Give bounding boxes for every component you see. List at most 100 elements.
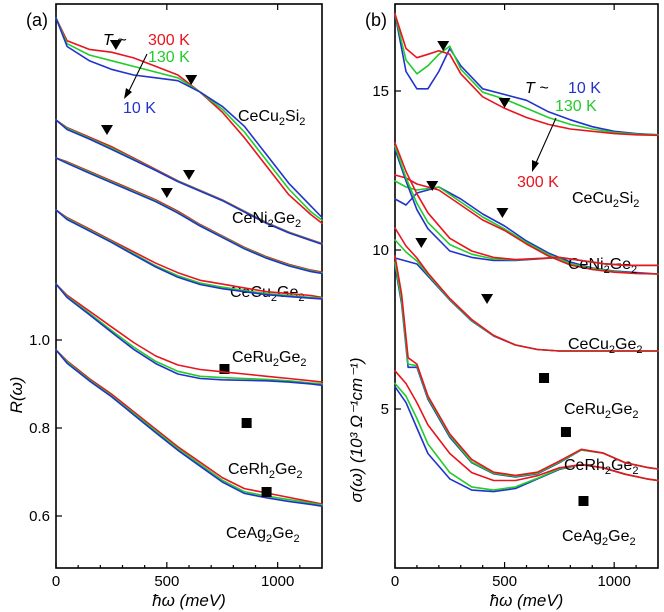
y-axis-label: σ(ω) (10³ Ω⁻¹cm⁻¹) — [347, 357, 366, 502]
series-line — [394, 174, 659, 275]
sample-label-part: CeNi — [568, 256, 604, 273]
y-tick-label: 0.6 — [29, 508, 50, 525]
sample-label-part: Si — [619, 190, 633, 207]
sample-group: CeRh2Ge2 — [55, 283, 323, 481]
x-tick-label: 0 — [391, 573, 399, 590]
sample-label: CeCu2Si2 — [572, 190, 639, 210]
sample-group: CeCu2Si2 — [394, 13, 659, 210]
sample-label-part: 2 — [279, 116, 285, 128]
sample-group: CeCu2Si2 — [55, 17, 323, 224]
sample-label: CeRh2Ge2 — [228, 461, 303, 481]
y-tick-label: 0.8 — [29, 420, 50, 437]
sample-label-part: 2 — [630, 536, 636, 548]
legend-arrow — [127, 53, 148, 94]
series-line — [55, 209, 323, 300]
sample-label-part: 2 — [609, 344, 615, 356]
series-line — [55, 209, 323, 299]
x-tick-label: 1000 — [597, 573, 630, 590]
y-tick-label: 10 — [372, 242, 389, 259]
sample-label: CeAg2Ge2 — [562, 528, 636, 548]
marker-square — [578, 496, 589, 506]
sample-label: CeRu2Ge2 — [564, 401, 639, 421]
marker-triangle — [437, 41, 450, 51]
sample-label-part: Ge — [274, 210, 295, 227]
sample-label-part: 2 — [632, 465, 638, 477]
x-tick-label: 0 — [52, 573, 60, 590]
sample-label-part: 2 — [269, 469, 275, 481]
series-line — [55, 349, 323, 505]
sample-label-part: 2 — [636, 344, 642, 356]
series-line — [55, 349, 323, 507]
marker-square — [261, 487, 272, 497]
sample-label-part: 2 — [266, 533, 272, 545]
y-tick-label: 1.0 — [29, 332, 50, 349]
sample-label: CeAg2Ge2 — [226, 525, 300, 545]
sample-group: CeRu2Ge2 — [55, 209, 323, 374]
sample-group: CeNi2Ge2 — [55, 119, 323, 246]
legend-entry: 300 K — [517, 174, 559, 191]
sample-label-part: 2 — [605, 409, 611, 421]
sample-label-part: Ge — [272, 525, 293, 542]
marker-square — [560, 427, 571, 437]
sample-label-part: Ge — [275, 461, 296, 478]
sample-label-part: CeRh — [228, 461, 269, 478]
sample-label-part: CeRh — [564, 457, 605, 474]
x-tick-label: 1000 — [261, 573, 294, 590]
sample-label-part: CeNi — [232, 210, 268, 227]
sample-group: CeCu2Ge2 — [394, 227, 659, 356]
sample-label-part: CeCu — [568, 336, 609, 353]
series-line — [55, 283, 323, 385]
series-line — [394, 227, 659, 352]
marker-square — [241, 418, 252, 428]
sample-label-part: 2 — [294, 533, 300, 545]
y-axis-label: R(ω) — [7, 377, 26, 414]
sample-label-part: 2 — [271, 292, 277, 304]
series-line — [394, 13, 659, 136]
sample-label-part: 2 — [632, 409, 638, 421]
series-line — [394, 255, 659, 477]
legend-arrowhead — [532, 160, 539, 172]
series-line — [394, 13, 659, 137]
series-line — [394, 261, 659, 478]
sample-label-part: 2 — [268, 218, 274, 230]
x-tick-label: 500 — [154, 573, 179, 590]
series-line — [394, 142, 659, 267]
series-line — [55, 283, 323, 383]
sample-label-part: Ge — [611, 401, 632, 418]
sample-label-part: Ge — [608, 528, 629, 545]
series-line — [394, 13, 659, 136]
marker-triangle — [426, 181, 439, 191]
sample-label-part: CeRu — [232, 349, 273, 366]
x-axis-label: ħω (meV) — [490, 591, 564, 610]
sample-label-part: 2 — [604, 264, 610, 276]
marker-triangle — [415, 238, 428, 248]
legend-entry: 130 K — [148, 49, 190, 66]
sample-label-part: 2 — [605, 465, 611, 477]
marker-triangle — [100, 125, 113, 135]
x-tick-label: 500 — [492, 573, 517, 590]
panel-label: (a) — [26, 10, 48, 30]
series-line — [55, 17, 323, 224]
sample-label-part: Ge — [611, 457, 632, 474]
sample-label-part: 2 — [295, 218, 301, 230]
legend-arrow — [534, 117, 557, 166]
marker-triangle — [496, 208, 509, 218]
y-tick-label: 15 — [372, 83, 389, 100]
sample-label: CeRh2Ge2 — [564, 457, 639, 477]
sample-label-part: Ge — [279, 349, 300, 366]
series-line — [394, 370, 659, 482]
marker-triangle — [160, 188, 173, 198]
series-line — [55, 283, 323, 387]
y-tick-label: 5 — [381, 401, 389, 418]
legend-arrowhead — [124, 88, 132, 99]
series-line — [394, 264, 659, 478]
sample-label-part: CeAg — [226, 525, 266, 542]
sample-label-part: Ge — [615, 336, 636, 353]
marker-triangle — [498, 98, 511, 108]
legend-entry: 10 K — [568, 80, 601, 97]
marker-triangle — [185, 75, 198, 85]
series-line — [55, 17, 323, 219]
